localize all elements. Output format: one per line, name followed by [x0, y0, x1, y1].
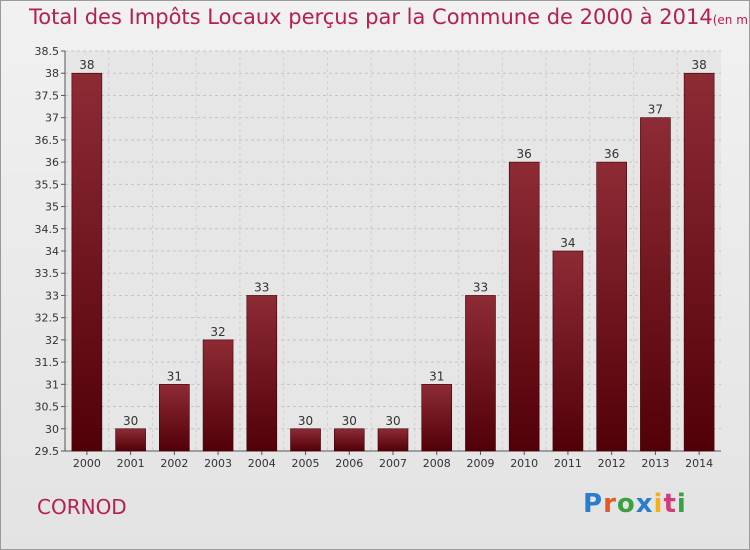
x-tick-label: 2001	[117, 457, 145, 470]
y-tick-label: 35.5	[35, 178, 60, 191]
x-tick-label: 2009	[466, 457, 494, 470]
bar-2003	[202, 339, 234, 452]
bar-value-label: 31	[429, 369, 444, 383]
x-tick-label: 2000	[73, 457, 101, 470]
bar-value-label: 33	[254, 280, 269, 294]
y-tick-label: 30	[45, 423, 59, 436]
y-tick-label: 31.5	[35, 356, 60, 369]
x-tick-label: 2004	[248, 457, 276, 470]
x-tick-label: 2008	[423, 457, 451, 470]
x-tick-label: 2005	[292, 457, 320, 470]
x-tick-label: 2006	[335, 457, 363, 470]
y-tick-label: 29.5	[35, 445, 60, 458]
bar-2008	[421, 384, 453, 452]
bar-value-label: 34	[560, 236, 575, 250]
bar-2005	[290, 428, 321, 452]
bar-2002	[159, 384, 190, 452]
bar-2014	[683, 72, 715, 452]
bar-2010	[508, 161, 540, 452]
bar-value-label: 33	[473, 280, 488, 294]
logo-letter: i	[653, 489, 664, 519]
x-tick-label: 2007	[379, 457, 407, 470]
bar-value-label: 30	[342, 414, 357, 428]
bar-value-label: 32	[210, 325, 225, 339]
bar-2011	[552, 250, 584, 452]
y-tick-label: 36	[45, 156, 59, 169]
title-main: Total des Impôts Locaux perçus par la Co…	[29, 5, 713, 29]
y-tick-label: 38.5	[35, 45, 60, 58]
proxiti-logo: Proxiti	[583, 489, 687, 519]
x-tick-label: 2010	[510, 457, 538, 470]
y-tick-label: 32	[45, 334, 59, 347]
y-tick-label: 34.5	[35, 223, 60, 236]
y-tick-label: 30.5	[35, 401, 60, 414]
bar-value-label: 30	[298, 414, 313, 428]
x-tick-label: 2014	[685, 457, 713, 470]
logo-letter: r	[603, 489, 617, 519]
bar-2000	[71, 72, 103, 452]
y-tick-label: 35	[45, 201, 59, 214]
y-tick-label: 34	[45, 245, 59, 258]
logo-letter: P	[583, 489, 604, 519]
y-tick-label: 31	[45, 378, 59, 391]
bar-2007	[377, 428, 409, 452]
x-tick-label: 2011	[554, 457, 582, 470]
x-tick-label: 2002	[160, 457, 188, 470]
axis-layer: 29.5 30 30.5 31 31.5 32 32.5 33 33.5 34 34.5 35 35.5…	[35, 45, 721, 470]
logo-letter: i	[676, 489, 687, 519]
x-tick-label: 2012	[598, 457, 626, 470]
logo-letter: t	[663, 489, 677, 519]
bar-value-label: 30	[123, 414, 138, 428]
label-layer: 38 30 31 32 33 30 30 30 31 33 36 34 36 37 38	[79, 58, 707, 428]
bar-2001	[115, 428, 146, 452]
bar-value-label: 30	[385, 414, 400, 428]
y-tick-label: 37.5	[35, 89, 60, 102]
bar-2004	[246, 295, 278, 452]
bar-2006	[333, 428, 365, 452]
bar-value-label: 36	[517, 147, 532, 161]
y-tick-label: 33.5	[35, 267, 60, 280]
y-tick-label: 32.5	[35, 312, 60, 325]
bar-layer	[71, 72, 715, 452]
bar-value-label: 36	[604, 147, 619, 161]
bar-2012	[596, 161, 627, 452]
logo-letter: x	[635, 489, 654, 519]
y-tick-label: 38	[45, 67, 59, 80]
y-tick-label: 36.5	[35, 134, 60, 147]
chart-title: Total des Impôts Locaux perçus par la Co…	[29, 5, 750, 29]
bar-value-label: 38	[691, 58, 706, 72]
x-tick-label: 2003	[204, 457, 232, 470]
bar-value-label: 38	[79, 58, 94, 72]
x-tick-label: 2013	[641, 457, 669, 470]
bar-2009	[465, 295, 496, 452]
bar-2013	[640, 117, 671, 452]
y-tick-label: 33	[45, 289, 59, 302]
title-unit: (en milliers d'€)	[712, 13, 750, 27]
bar-value-label: 37	[648, 103, 663, 117]
y-tick-label: 37	[45, 112, 59, 125]
logo-letter: o	[616, 489, 636, 519]
bar-value-label: 31	[167, 369, 182, 383]
commune-name: CORNOD	[37, 495, 127, 519]
